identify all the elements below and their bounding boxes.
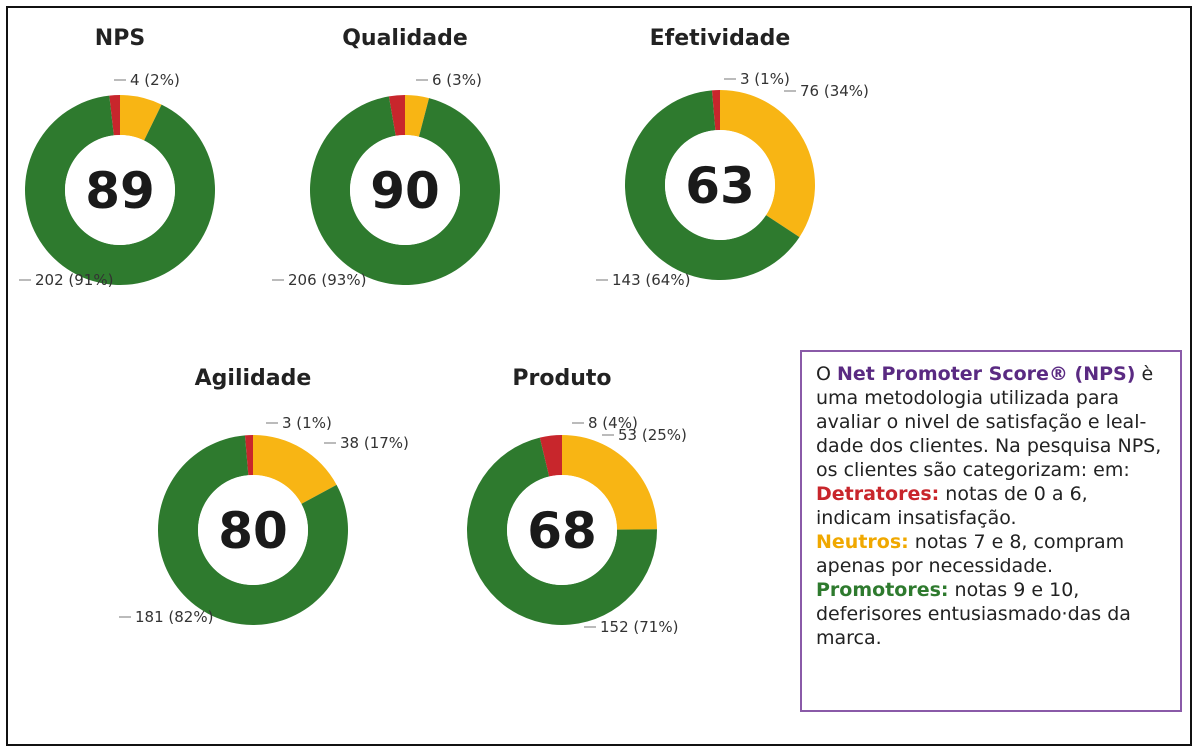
slice xyxy=(244,435,253,476)
score: 63 xyxy=(685,157,755,215)
value-label: 4 (2%) xyxy=(130,71,180,89)
term: Promotores: xyxy=(816,579,949,601)
info-box: O Net Promoter Score® (NPS) è uma metodo… xyxy=(800,350,1182,712)
slice xyxy=(109,95,120,136)
value-label: 8 (4%) xyxy=(588,414,638,432)
value-label: 53 (25%) xyxy=(618,426,687,444)
slice xyxy=(388,95,405,136)
value-label: 6 (3%) xyxy=(432,71,482,89)
slice xyxy=(120,95,162,141)
inner xyxy=(507,475,617,585)
slice xyxy=(562,434,657,530)
term-text: notas 9 e 10, deferisores entusiasmado·d… xyxy=(816,579,1131,649)
slice xyxy=(720,90,815,238)
body: è uma metodologia utilizada para avaliar… xyxy=(816,363,1162,481)
inner xyxy=(65,135,175,245)
term: Neutros: xyxy=(816,531,909,553)
term-text: notas de 0 a 6, indicam insatisfação. xyxy=(816,483,1088,529)
score: 89 xyxy=(85,162,155,220)
brand: Net Promoter Score® (NPS) xyxy=(837,363,1136,385)
value-label: 206 (93%) xyxy=(288,271,366,289)
value-label: 38 (17%) xyxy=(340,434,409,452)
chart-title: Agilidade xyxy=(195,366,312,391)
value-label: 76 (34%) xyxy=(800,82,869,100)
inner xyxy=(350,135,460,245)
slice xyxy=(253,435,337,504)
charts: NPS 4 (2%) 202 (91%) 89 Qualidade 6 (3%) 206 (… xyxy=(19,26,869,636)
chart-title: Efetividade xyxy=(650,26,791,51)
slice xyxy=(467,437,657,625)
chart-title: NPS xyxy=(95,26,145,51)
page: NPS 4 (2%) 202 (91%) 89 Qualidade 6 (3%) 206 (… xyxy=(6,6,1192,746)
slice xyxy=(625,90,800,280)
inner xyxy=(198,475,308,585)
score: 68 xyxy=(527,502,597,560)
slice xyxy=(158,435,348,625)
inner xyxy=(665,130,775,240)
value-label: 181 (82%) xyxy=(135,608,213,626)
value-label: 3 (1%) xyxy=(740,70,790,88)
slice xyxy=(711,90,720,131)
term: Detratores: xyxy=(816,483,940,505)
slice xyxy=(25,95,216,285)
chart-title: Produto xyxy=(512,366,611,391)
slice xyxy=(405,95,430,137)
slice xyxy=(310,96,501,286)
value-label: 143 (64%) xyxy=(612,271,690,289)
score: 90 xyxy=(370,162,440,220)
value-label: 3 (1%) xyxy=(282,414,332,432)
chart-title: Qualidade xyxy=(342,26,468,51)
intro: O xyxy=(816,363,831,385)
value-label: 152 (71%) xyxy=(600,618,678,636)
slice xyxy=(539,435,562,477)
score: 80 xyxy=(218,502,288,560)
term-text: notas 7 e 8, compram apenas por necessid… xyxy=(816,531,1125,577)
value-label: 202 (91%) xyxy=(35,271,113,289)
